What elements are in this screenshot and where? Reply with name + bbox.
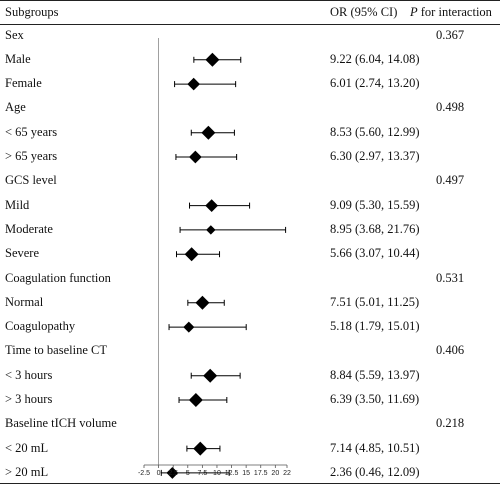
point-estimate-diamond [201, 125, 216, 140]
subgroup-label: Male [5, 51, 31, 66]
subgroup-label: > 65 years [5, 149, 58, 163]
header-rule [0, 24, 500, 25]
group-label: Time to baseline CT [5, 343, 107, 358]
point-estimate-diamond [189, 150, 202, 164]
or-ci-value: 8.53 (5.60, 12.99) [330, 124, 420, 139]
header-subgroups: Subgroups [5, 5, 59, 19]
header-p-suffix: for interaction [417, 5, 492, 19]
x-tick-label: 0 [157, 470, 161, 477]
or-ci-value: 6.39 (3.50, 11.69) [330, 392, 420, 406]
subgroup-label: Female [5, 76, 42, 91]
top-rule [0, 0, 500, 1]
group-label: Age [5, 100, 26, 115]
x-tick-label: 22 [283, 470, 291, 477]
x-tick-label: 7.5 [198, 470, 208, 477]
or-ci-value: 5.66 (3.07, 10.44) [330, 246, 420, 261]
header-or-ci: OR (95% CI) [330, 5, 398, 19]
subgroup-label: Severe [5, 246, 40, 261]
point-estimate-diamond [203, 368, 218, 383]
subgroup-label: < 3 hours [5, 367, 53, 382]
group-label: GCS level [5, 173, 57, 188]
x-tick-label: 20 [271, 470, 279, 477]
or-ci-value: 6.30 (2.97, 13.37) [330, 149, 420, 163]
or-ci-value: 7.14 (4.85, 10.51) [330, 440, 420, 455]
point-estimate-diamond [188, 393, 203, 407]
x-tick-label: 17.5 [254, 470, 268, 477]
point-estimate-diamond [205, 199, 219, 212]
or-ci-value: 9.09 (5.30, 15.59) [330, 197, 420, 212]
point-estimate-diamond [187, 77, 200, 91]
point-estimate-diamond [166, 466, 179, 479]
p-interaction-value: 0.497 [436, 173, 465, 188]
point-estimate-diamond [205, 52, 220, 67]
or-ci-value: 8.84 (5.59, 13.97) [330, 367, 420, 382]
p-interaction-value: 0.498 [436, 100, 465, 115]
subgroup-label: Normal [5, 294, 44, 309]
point-estimate-diamond [183, 321, 195, 333]
subgroup-label: < 20 mL [5, 440, 49, 455]
x-tick-label: 5 [186, 470, 190, 477]
or-ci-value: 5.18 (1.79, 15.01) [330, 319, 420, 334]
p-interaction-value: 0.531 [436, 270, 465, 285]
x-tick-label: 12.5 [225, 470, 239, 477]
header-p-letter: P [410, 5, 418, 19]
or-ci-value: 2.36 (0.46, 12.09) [330, 464, 420, 479]
point-estimate-diamond [195, 295, 210, 310]
group-label: Coagulation function [5, 270, 111, 285]
p-interaction-value: 0.218 [436, 416, 465, 431]
p-interaction-value: 0.406 [436, 343, 465, 358]
subgroup-label: Mild [5, 197, 30, 212]
x-tick-label: -2.5 [138, 470, 150, 477]
or-ci-value: 8.95 (3.68, 21.76) [330, 221, 420, 236]
subgroup-label: > 3 hours [5, 392, 53, 406]
x-tick-label: 10 [213, 470, 221, 477]
subgroup-label: < 65 years [5, 124, 58, 139]
group-label: Sex [5, 27, 24, 42]
or-ci-value: 7.51 (5.01, 11.25) [330, 294, 420, 309]
subgroup-label: > 20 mL [5, 464, 49, 479]
or-ci-value: 6.01 (2.74, 13.20) [330, 76, 420, 91]
or-ci-value: 9.22 (6.04, 14.08) [330, 51, 420, 66]
point-estimate-diamond [193, 441, 208, 456]
header-p-interaction: P for interaction [410, 5, 492, 20]
group-label: Baseline tICH volume [5, 416, 117, 431]
x-tick-label: 2.5 [168, 470, 178, 477]
p-interaction-value: 0.367 [436, 27, 465, 42]
bottom-rule [0, 483, 500, 484]
point-estimate-diamond [184, 247, 199, 262]
subgroup-label: Moderate [5, 221, 53, 236]
point-estimate-diamond [206, 225, 216, 235]
x-tick-label: 15 [242, 470, 250, 477]
subgroup-label: Coagulopathy [5, 319, 76, 334]
